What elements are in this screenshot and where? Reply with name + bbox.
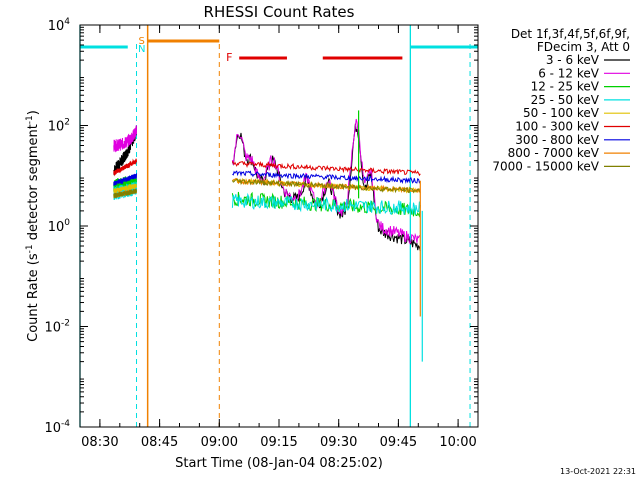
x-tick-label: 08:45 <box>141 435 178 450</box>
y-label-part3: ) <box>26 110 41 115</box>
y-tick-label: 102 <box>48 118 70 135</box>
series-layer <box>113 110 423 362</box>
axes-layer: 08:30 08:45 09:00 09:15 09:30 09:45 10:00 10-4 1… <box>44 17 479 450</box>
y-label-part2: detector segment <box>26 124 41 244</box>
x-tick-label: 09:15 <box>260 435 297 450</box>
legend-label-0: 3 - 6 keV <box>546 53 600 67</box>
y-tick-label: 104 <box>48 17 71 34</box>
series-line-6-segment-0 <box>113 173 137 186</box>
state-bars-layer: SN F <box>79 25 478 427</box>
series-line-2-segment-0 <box>113 174 137 193</box>
x-tick-label: 09:00 <box>201 435 238 450</box>
y-axis-label: Count Rate (s-1 detector segment-1) <box>25 110 41 342</box>
series-line-2-segment-1 <box>231 191 421 218</box>
series-line-6-segment-1 <box>232 170 421 185</box>
series-line-8-segment-0 <box>113 188 137 199</box>
legend-label-4: 50 - 100 keV <box>523 106 600 120</box>
y-tick-label: 100 <box>48 218 71 235</box>
y-tick-label: 10-4 <box>44 419 70 436</box>
legend-header-line2: FDecim 3, Att 0 <box>537 40 630 54</box>
legend-label-1: 6 - 12 keV <box>538 66 600 80</box>
x-tick-label: 10:00 <box>439 435 476 450</box>
state-label-night: N <box>138 44 145 55</box>
legend-label-2: 12 - 25 keV <box>531 80 600 94</box>
series-line-1-segment-1 <box>231 118 421 245</box>
legend-label-7: 800 - 7000 keV <box>508 146 600 160</box>
x-tick-label: 09:30 <box>320 435 357 450</box>
state-label-saa: S <box>139 36 145 47</box>
chart-title: RHESSI Count Rates <box>204 3 355 21</box>
plot-frame <box>79 24 479 428</box>
x-tick-label: 09:45 <box>380 435 417 450</box>
y-label-sup1: -1 <box>25 244 35 253</box>
x-axis-label: Start Time (08-Jan-04 08:25:02) <box>175 456 383 471</box>
x-tick-label: 08:30 <box>81 435 118 450</box>
series-line-1-segment-0 <box>113 125 137 153</box>
y-label-part1: Count Rate (s <box>26 253 41 342</box>
generation-timestamp: 13-Oct-2021 22:31 <box>560 467 636 476</box>
legend-label-5: 100 - 300 keV <box>515 120 599 134</box>
series-line-4-segment-0 <box>113 183 137 194</box>
series-line-3-segment-1 <box>231 192 421 215</box>
series-line-5-segment-0 <box>113 158 137 177</box>
series-line-5-segment-1 <box>231 160 421 177</box>
legend-header-line1: Det 1f,3f,4f,5f,6f,9f, <box>511 27 630 41</box>
legend-label-8: 7000 - 15000 keV <box>492 159 599 173</box>
y-label-sup2: -1 <box>25 115 35 124</box>
y-tick-label: 10-2 <box>44 319 70 336</box>
legend-label-3: 25 - 50 keV <box>531 93 600 107</box>
state-label-flare: F <box>226 51 232 64</box>
series-line-8-segment-1 <box>231 178 421 194</box>
legend-label-6: 300 - 800 keV <box>515 133 599 147</box>
